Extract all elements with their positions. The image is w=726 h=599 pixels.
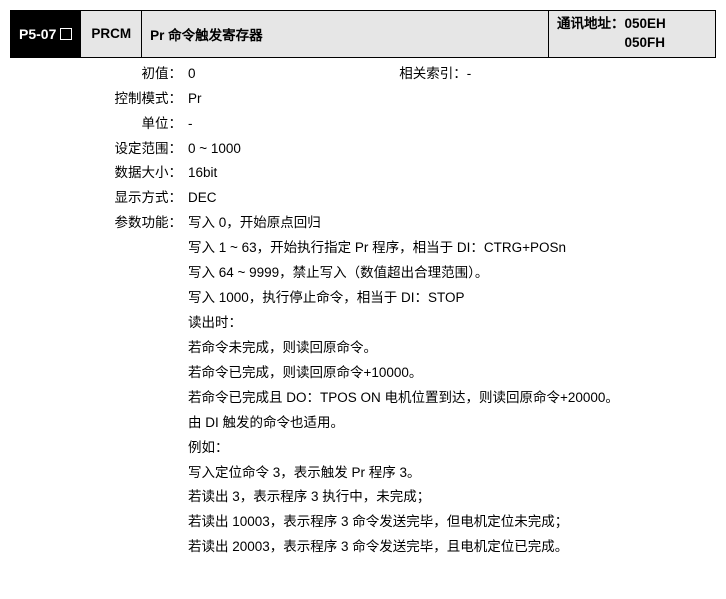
addr-label: 通讯地址： [557,16,625,31]
func-label: 参数功能： [102,213,188,562]
size-label: 数据大小： [102,163,188,184]
func-line: 由 DI 触发的命令也适用。 [188,413,716,434]
func-line: 若命令已完成，则读回原命令+10000。 [188,363,716,384]
ref-label: 相关索引： [399,66,467,81]
comm-address-cell: 通讯地址：050EH 通讯地址：050FH [548,11,715,57]
param-code: P5-07 [19,26,56,42]
row-unit: 单位： - [102,114,716,135]
func-line: 写入 1000，执行停止命令，相当于 DI：STOP [188,288,716,309]
disp-label: 显示方式： [102,188,188,209]
row-function: 参数功能： 写入 0，开始原点回归写入 1 ~ 63，开始执行指定 Pr 程序，… [102,213,716,562]
row-initial-value: 初值： 0 相关索引：- [102,64,716,85]
param-code-box-icon [60,28,72,40]
ref-value: - [467,66,472,81]
func-line: 若读出 10003，表示程序 3 命令发送完毕，但电机定位未完成； [188,512,716,533]
func-line: 写入定位命令 3，表示触发 Pr 程序 3。 [188,463,716,484]
param-short-name: PRCM [80,11,141,57]
func-line: 若读出 20003，表示程序 3 命令发送完毕，且电机定位已完成。 [188,537,716,558]
func-line: 写入 0，开始原点回归 [188,213,716,234]
init-label: 初值： [102,64,188,85]
func-line: 写入 64 ~ 9999，禁止写入（数值超出合理范围）。 [188,263,716,284]
unit-value: - [188,114,716,135]
addr-line2: 050FH [625,35,666,50]
row-control-mode: 控制模式： Pr [102,89,716,110]
param-description: Pr 命令触发寄存器 [141,11,548,57]
row-data-size: 数据大小： 16bit [102,163,716,184]
parameter-body: 初值： 0 相关索引：- 控制模式： Pr 单位： - 设定范围： 0 ~ 10… [10,64,716,562]
size-value: 16bit [188,163,716,184]
init-value: 0 [188,66,196,81]
func-line: 若命令未完成，则读回原命令。 [188,338,716,359]
func-line: 写入 1 ~ 63，开始执行指定 Pr 程序，相当于 DI：CTRG+POSn [188,238,716,259]
row-range: 设定范围： 0 ~ 1000 [102,139,716,160]
mode-label: 控制模式： [102,89,188,110]
range-label: 设定范围： [102,139,188,160]
disp-value: DEC [188,188,716,209]
mode-value: Pr [188,89,716,110]
param-code-cell: P5-07 [11,11,80,57]
range-value: 0 ~ 1000 [188,139,716,160]
unit-label: 单位： [102,114,188,135]
func-line: 例如： [188,438,716,459]
func-lines-block: 写入 0，开始原点回归写入 1 ~ 63，开始执行指定 Pr 程序，相当于 DI… [188,213,716,562]
func-line: 若读出 3，表示程序 3 执行中，未完成； [188,487,716,508]
init-value-cell: 0 相关索引：- [188,64,716,85]
func-line: 若命令已完成且 DO：TPOS ON 电机位置到达，则读回原命令+20000。 [188,388,716,409]
parameter-header: P5-07 PRCM Pr 命令触发寄存器 通讯地址：050EH 通讯地址：05… [10,10,716,58]
addr-line1: 050EH [625,16,666,31]
row-display-mode: 显示方式： DEC [102,188,716,209]
related-index-block: 相关索引：- [399,66,471,81]
func-line: 读出时： [188,313,716,334]
